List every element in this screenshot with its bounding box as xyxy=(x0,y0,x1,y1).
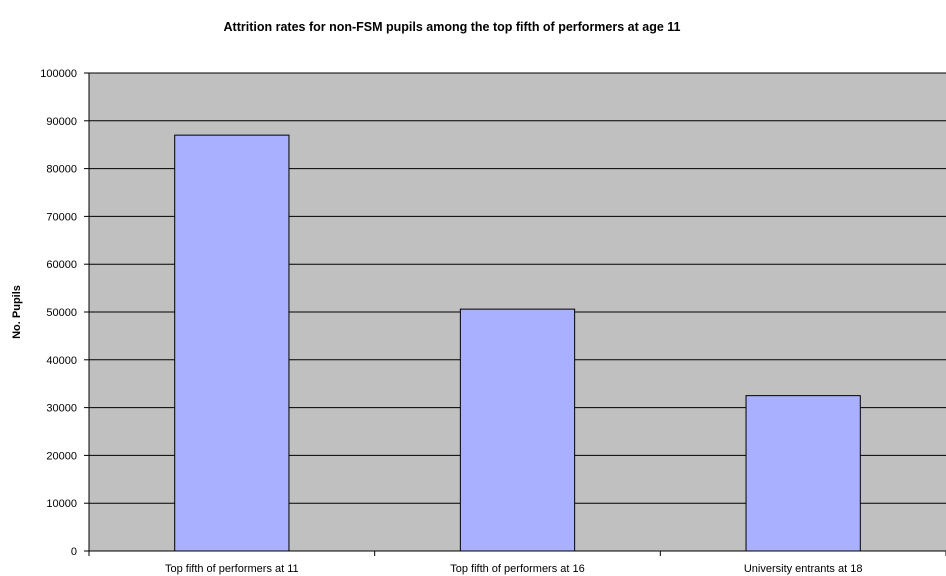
chart-title: Attrition rates for non-FSM pupils among… xyxy=(224,20,681,34)
axes xyxy=(84,72,946,556)
x-tick-label: Top fifth of performers at 16 xyxy=(450,563,585,575)
y-tick-labels: 0 10000 20000 30000 40000 50000 60000 70000 8000… xyxy=(40,68,77,558)
y-axis-label: No. Pupils xyxy=(11,285,23,339)
x-tick-label: University entrants at 18 xyxy=(744,563,863,575)
y-tick-label: 90000 xyxy=(46,116,77,128)
bar xyxy=(745,395,861,552)
y-tick-label: 100000 xyxy=(40,68,77,80)
y-tick-label: 80000 xyxy=(46,164,77,176)
bar xyxy=(174,134,290,552)
y-tick-label: 50000 xyxy=(46,307,77,319)
bars xyxy=(174,134,861,552)
bar xyxy=(459,308,576,552)
y-tick-label: 20000 xyxy=(46,450,77,462)
y-tick-label: 0 xyxy=(71,546,77,558)
x-tick-label: Top fifth of performers at 11 xyxy=(165,563,299,575)
y-tick-label: 60000 xyxy=(46,259,77,271)
y-tick-label: 10000 xyxy=(46,498,77,510)
x-tick-labels: Top fifth of performers at 11 Top fifth o… xyxy=(165,563,862,575)
y-tick-label: 30000 xyxy=(46,403,77,415)
y-tick-label: 70000 xyxy=(46,211,77,223)
y-tick-label: 40000 xyxy=(46,355,77,367)
